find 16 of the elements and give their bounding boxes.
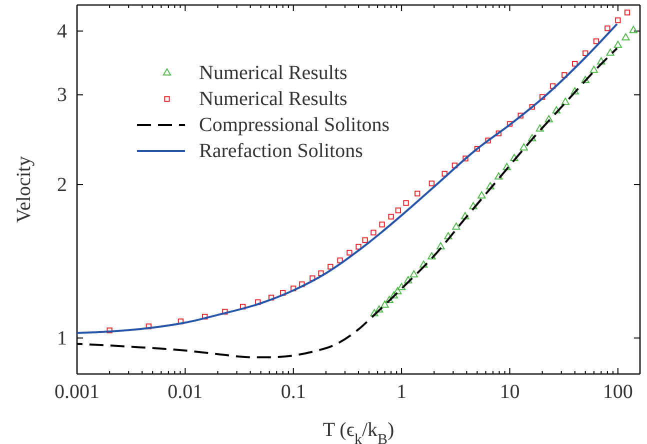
y-tick-label: 4 [57, 20, 67, 42]
y-axis-title: Velocity [13, 156, 35, 223]
legend-label: Numerical Results [199, 62, 348, 84]
legend-label: Numerical Results [199, 88, 348, 110]
x-tick-label: 1 [396, 381, 407, 404]
y-tick-label: 2 [57, 174, 67, 196]
x-tick-label: 0.1 [280, 381, 306, 404]
x-tick-label: 10 [500, 381, 520, 404]
legend-label: Rarefaction Solitons [199, 140, 364, 162]
x-axis-title: T (ϵ$_{k}$/k$_{B}$) [322, 419, 394, 444]
x-tick-label: 0.001 [54, 381, 100, 404]
x-tick-label: 0.01 [168, 381, 203, 404]
x-tick-label: 100 [602, 381, 633, 404]
legend-label: Compressional Solitons [199, 114, 390, 136]
y-tick-label: 3 [57, 84, 67, 106]
y-tick-label: 1 [57, 327, 67, 350]
